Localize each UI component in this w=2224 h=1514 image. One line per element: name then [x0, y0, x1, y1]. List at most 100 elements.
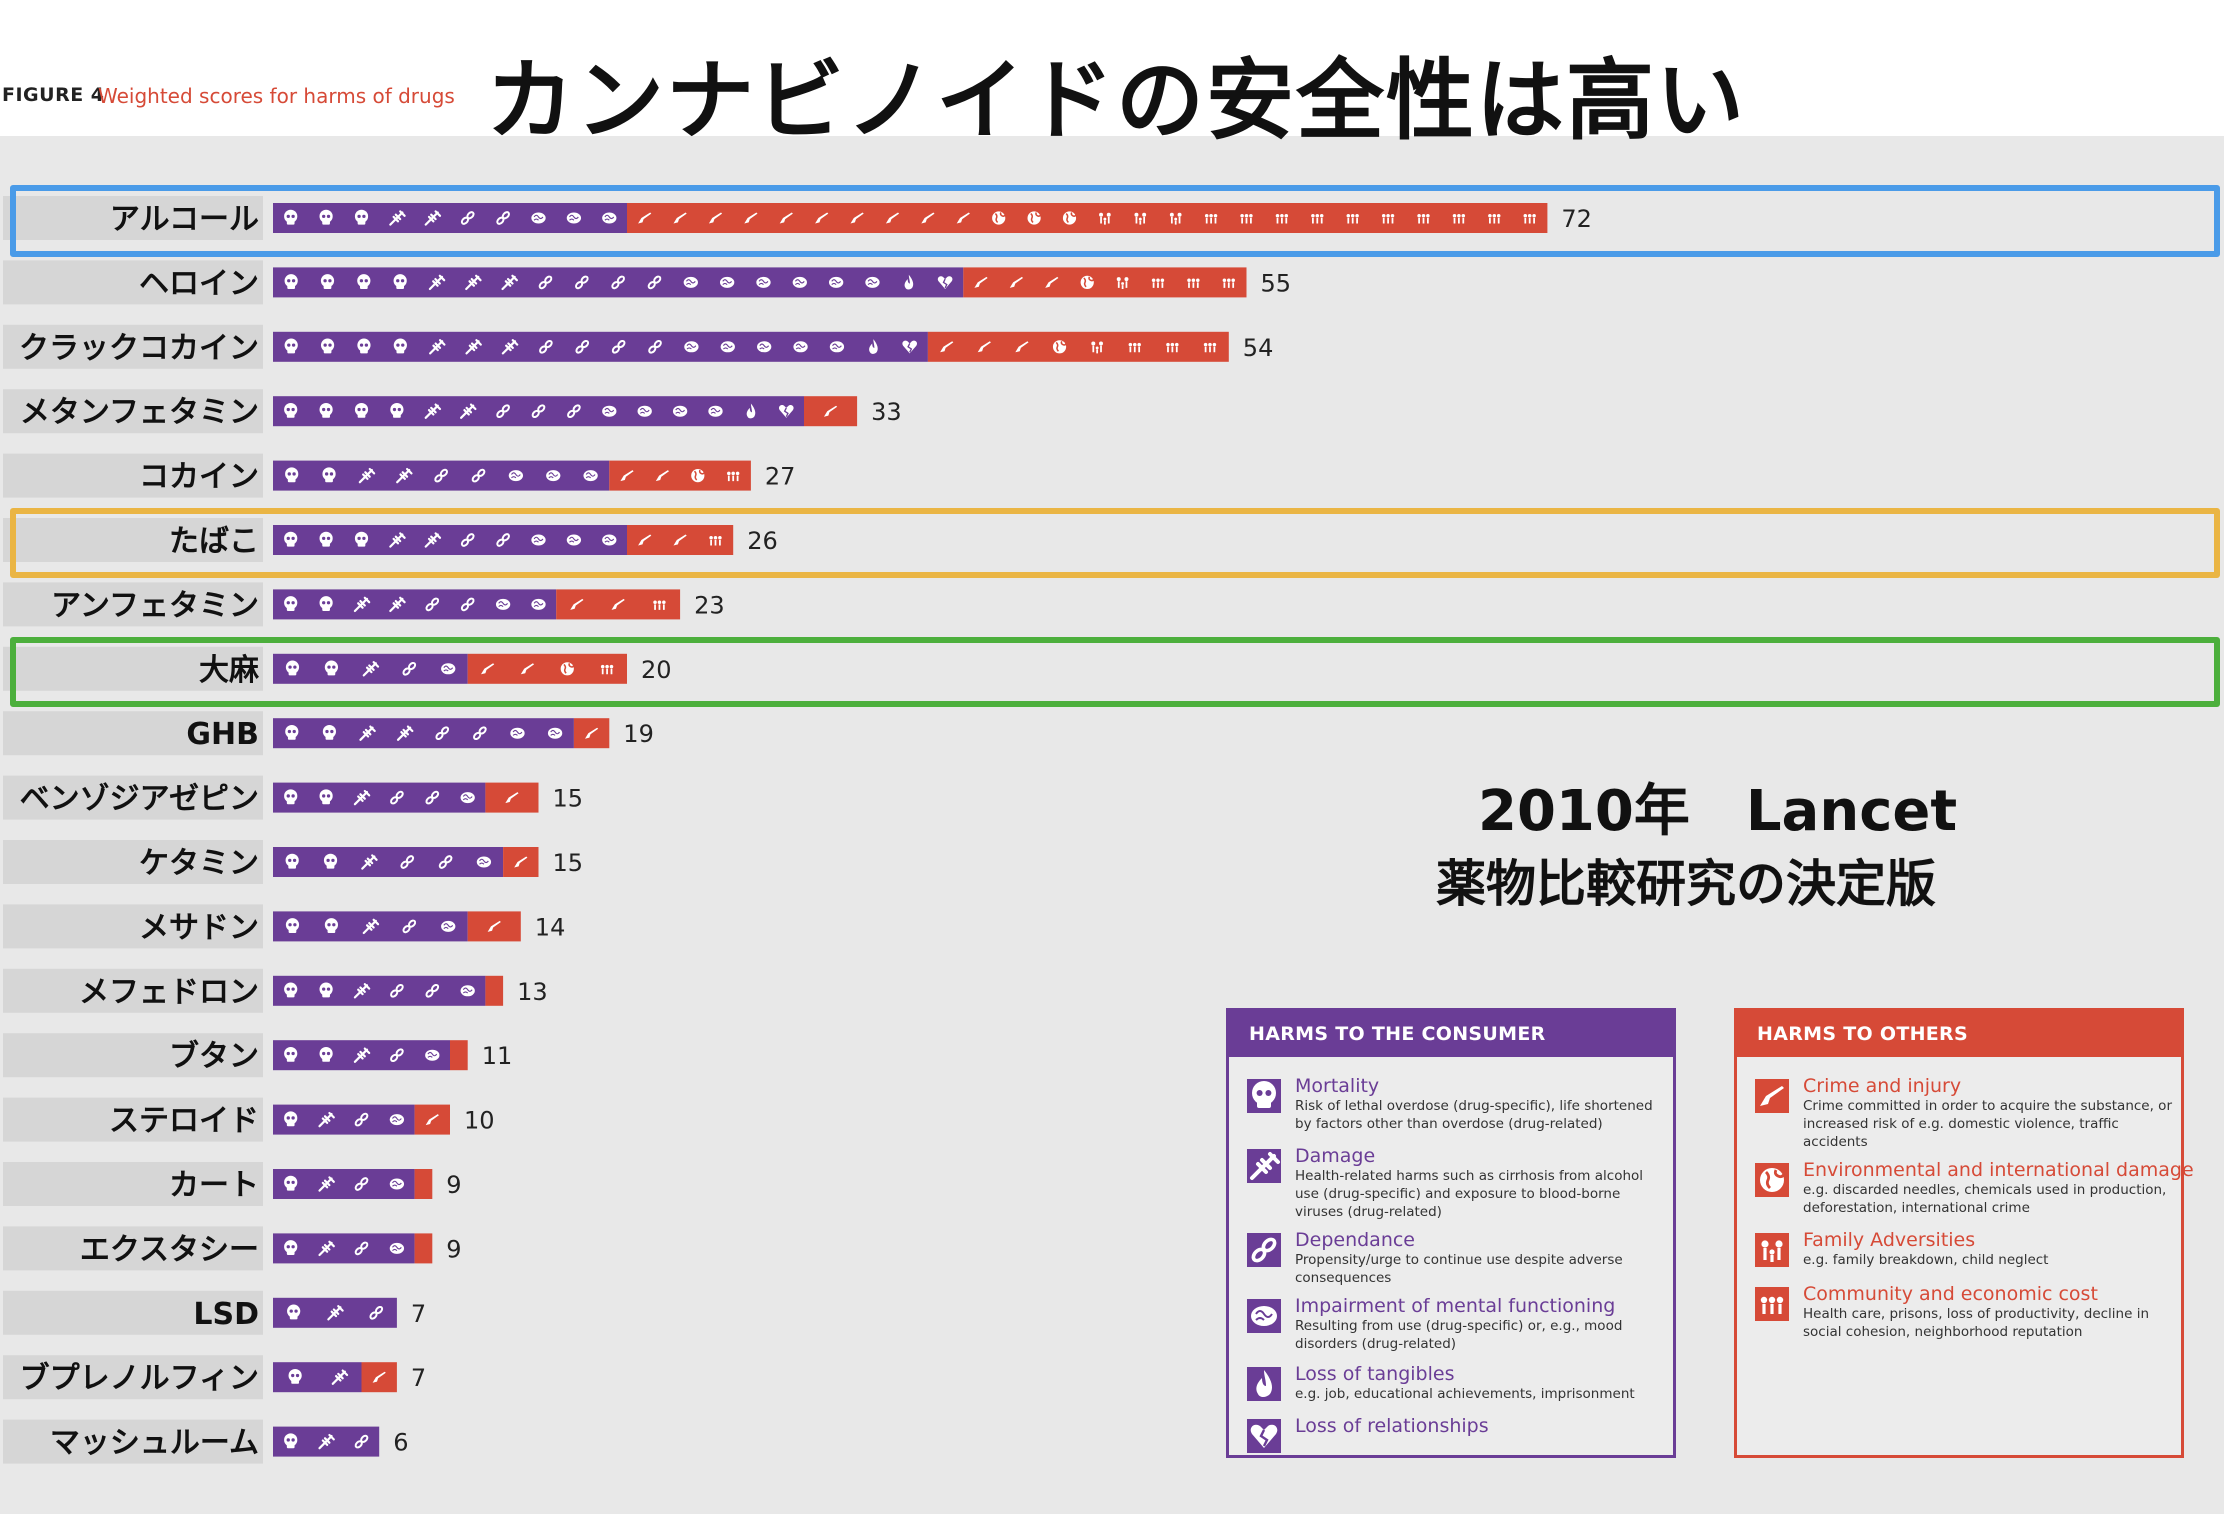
bar-row: GHB 19	[3, 711, 654, 756]
category-label: メタンフェタミン	[20, 395, 259, 430]
community-icon	[1204, 214, 1218, 224]
chain-icon	[390, 790, 404, 805]
category-label-bg	[3, 1290, 263, 1335]
needle-icon	[353, 1047, 371, 1063]
brain-icon	[476, 856, 492, 868]
figure-band	[0, 58, 2224, 136]
community-icon	[653, 600, 666, 610]
needle-icon	[318, 1240, 335, 1257]
needle-icon	[501, 339, 519, 355]
chain-icon	[1247, 1233, 1281, 1267]
category-label-bg	[3, 1419, 263, 1464]
globe-icon	[1080, 275, 1095, 289]
community-icon	[600, 664, 614, 675]
chain-icon	[539, 339, 553, 354]
category-label-bg	[3, 840, 263, 884]
bar-row: エクスタシー 9	[3, 1226, 462, 1271]
bar-row: メタンフェタミン 33	[3, 389, 902, 434]
total-value-label: 7	[411, 1300, 426, 1328]
chain-icon	[434, 468, 448, 483]
category-label: アンフェタミン	[51, 588, 259, 623]
skull-icon	[284, 596, 298, 611]
total-value-label: 54	[1243, 334, 1274, 362]
category-label: ヘロイン	[139, 266, 259, 301]
bar-others	[927, 331, 1229, 362]
legend-item-desc: Health care, prisons, loss of productivi…	[1803, 1306, 2150, 1340]
legend-item-name: Loss of tangibles	[1295, 1363, 1455, 1385]
skull-icon	[320, 274, 335, 289]
community-icon	[1128, 342, 1141, 353]
brain-icon	[865, 276, 880, 288]
community-icon	[1755, 1287, 1789, 1321]
brain-icon	[757, 341, 772, 353]
needle-icon	[353, 596, 371, 613]
bar-row: マッシュルーム 6	[3, 1419, 408, 1464]
needle-icon	[424, 210, 442, 226]
bar-consumer	[273, 1362, 362, 1393]
brain-icon	[637, 405, 652, 417]
gun-icon	[514, 856, 528, 868]
skull-icon	[319, 1046, 333, 1062]
gun-icon	[520, 663, 535, 675]
skull-icon	[284, 402, 298, 418]
category-label-bg	[3, 260, 263, 305]
chain-icon	[1251, 1237, 1277, 1263]
chain-icon	[471, 468, 486, 483]
legend-consumer-title: HARMS TO THE CONSUMER	[1229, 1011, 1673, 1057]
needle-icon	[361, 854, 378, 870]
gun-icon	[974, 276, 988, 288]
total-value-label: 27	[765, 463, 796, 491]
bar-row: ケタミン 15	[3, 840, 583, 884]
category-label: メサドン	[139, 910, 259, 945]
bar-row: ブプレノルフィン 7	[3, 1355, 426, 1400]
legend-item-desc: Health-related harms such as cirrhosis f…	[1295, 1168, 1644, 1220]
chain-icon	[531, 404, 546, 419]
skull-icon	[285, 853, 299, 869]
total-value-label: 26	[747, 527, 778, 555]
broken-heart-icon	[778, 404, 794, 418]
skull-icon	[284, 1240, 298, 1255]
chain-icon	[574, 275, 589, 290]
skull-icon	[390, 402, 404, 418]
figure-title: Weighted scores for harms of drugs	[98, 84, 455, 108]
flame-icon	[1256, 1370, 1272, 1397]
skull-icon	[284, 1175, 298, 1191]
bar-consumer	[273, 331, 928, 362]
globe-icon	[1755, 1163, 1789, 1197]
bar-row: 大麻 20	[3, 646, 672, 691]
skull-icon	[354, 209, 369, 225]
legend-item-name: Impairment of mental functioning	[1295, 1295, 1616, 1317]
brain-icon	[510, 727, 525, 739]
brain-icon	[460, 792, 475, 804]
skull-icon	[285, 918, 300, 933]
community-icon	[727, 471, 740, 482]
community-icon	[1417, 214, 1430, 224]
brain-icon	[602, 405, 617, 417]
bar-others	[414, 1233, 433, 1264]
gun-icon	[744, 212, 758, 224]
total-value-label: 9	[446, 1171, 461, 1199]
community-icon	[1311, 214, 1324, 224]
needle-icon	[331, 1369, 349, 1385]
chain-icon	[425, 983, 440, 998]
category-label-bg	[3, 711, 263, 756]
globe-icon	[1760, 1168, 1786, 1192]
community-icon	[1166, 342, 1179, 353]
legend-item-desc: Propensity/urge to continue use despite …	[1295, 1252, 1623, 1286]
needle-icon	[465, 274, 482, 291]
broken-heart-icon	[1250, 1424, 1278, 1448]
total-value-label: 23	[694, 591, 725, 619]
bar-consumer	[273, 589, 557, 620]
family-icon	[1134, 212, 1147, 225]
gun-icon	[815, 212, 829, 224]
category-label: ブタン	[169, 1039, 259, 1074]
chain-icon	[400, 855, 415, 869]
category-label-bg	[3, 1226, 263, 1271]
skull-icon	[284, 274, 298, 289]
chain-icon	[611, 275, 625, 290]
chain-icon	[460, 211, 475, 225]
category-label-bg	[3, 968, 263, 1013]
total-value-label: 6	[393, 1429, 408, 1457]
skull-icon	[319, 209, 333, 225]
brain-icon	[547, 727, 563, 739]
